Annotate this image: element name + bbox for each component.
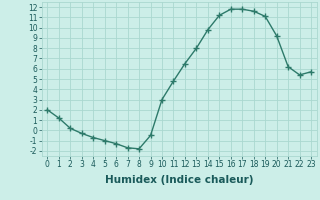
X-axis label: Humidex (Indice chaleur): Humidex (Indice chaleur) bbox=[105, 175, 253, 185]
